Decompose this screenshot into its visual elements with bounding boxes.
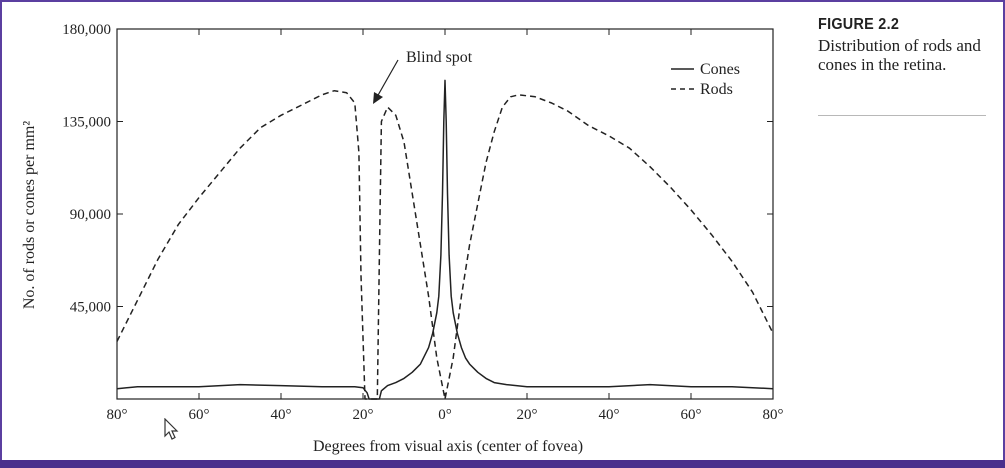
figure-caption: FIGURE 2.2 Distribution of rods and cone… — [818, 16, 993, 74]
series-line-cones — [116, 79, 774, 400]
y-tick-label: 180,000 — [62, 22, 111, 38]
x-tick-label: 40° — [271, 407, 292, 423]
x-tick-label: 0° — [438, 407, 452, 423]
y-tick-label: 45,000 — [70, 300, 111, 316]
blind-spot-label: Blind spot — [406, 49, 473, 66]
blind-spot-arrow — [376, 59, 399, 98]
x-tick-label: 20° — [517, 407, 538, 423]
x-tick-label: 80° — [107, 407, 128, 423]
x-axis-title: Degrees from visual axis (center of fove… — [313, 438, 583, 455]
y-axis-title: No. of rods or cones per mm² — [21, 121, 38, 310]
x-tick-label: 20° — [353, 407, 374, 423]
blind-spot-arrowhead — [373, 92, 383, 104]
legend-label-rods: Rods — [700, 81, 733, 98]
slide-bottom-bar — [0, 460, 1005, 468]
figure-description: Distribution of rods and cones in the re… — [818, 36, 981, 74]
legend-label-cones: Cones — [700, 61, 740, 78]
x-tick-label: 80° — [763, 407, 784, 423]
series-line-rods — [116, 89, 774, 400]
x-tick-label: 60° — [681, 407, 702, 423]
x-tick-label: 60° — [189, 407, 210, 423]
x-tick-label: 40° — [599, 407, 620, 423]
caption-divider — [818, 115, 986, 116]
mouse-cursor-icon — [164, 417, 180, 447]
y-tick-label: 90,000 — [70, 207, 111, 223]
y-tick-label: 135,000 — [62, 115, 111, 131]
figure-label: FIGURE 2.2 — [818, 16, 900, 33]
